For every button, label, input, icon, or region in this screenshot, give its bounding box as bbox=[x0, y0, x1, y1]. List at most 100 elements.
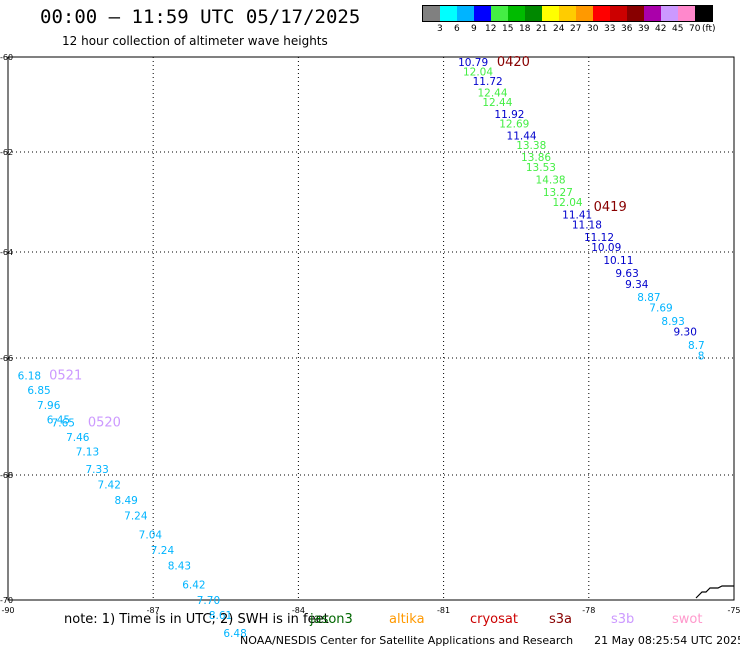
color-swatch bbox=[525, 6, 542, 21]
color-scale-legend: 3 6 9 12 15 18 21 24 27 30 33 36 39 42 45 70 (ft) bbox=[422, 5, 716, 34]
wave-height-value: 8.7 bbox=[688, 340, 705, 352]
mission-label-s3a: s3a bbox=[549, 612, 573, 627]
mission-label-s3b: s3b bbox=[611, 612, 635, 627]
wave-height-value: 11.44 bbox=[507, 130, 537, 142]
color-swatch bbox=[508, 6, 525, 21]
units-note: note: 1) Time is in UTC; 2) SWH is in fe… bbox=[64, 612, 329, 627]
wave-height-value: 7.04 bbox=[139, 529, 163, 541]
y-tick-label: -66 bbox=[0, 354, 13, 363]
wave-height-value: 6.18 bbox=[18, 371, 41, 383]
wave-height-value: 13.53 bbox=[526, 162, 556, 174]
wave-height-value: 8.49 bbox=[114, 495, 137, 507]
color-swatch bbox=[678, 6, 695, 21]
wave-height-value: 7.13 bbox=[76, 447, 99, 459]
color-scale-label: 39 bbox=[638, 24, 650, 34]
wave-height-value: 13.27 bbox=[543, 187, 573, 199]
wave-height-value: 11.18 bbox=[572, 220, 602, 232]
wave-height-value: 11.92 bbox=[494, 109, 524, 121]
wave-height-value: 7.24 bbox=[151, 545, 175, 557]
wave-height-value: 12.04 bbox=[463, 66, 493, 78]
color-swatch bbox=[423, 6, 440, 21]
track-time-label: 0420 bbox=[497, 55, 530, 70]
mission-label-swot: swot bbox=[672, 612, 703, 627]
color-scale-label: 21 bbox=[536, 24, 548, 34]
color-scale-label: 3 bbox=[437, 24, 443, 34]
wave-height-value: 9.63 bbox=[615, 268, 638, 280]
wave-height-value: 8.43 bbox=[168, 561, 191, 573]
color-swatch bbox=[610, 6, 627, 21]
chart-subtitle: 12 hour collection of altimeter wave hei… bbox=[62, 34, 328, 48]
x-tick-label: -78 bbox=[582, 606, 595, 615]
color-scale-swatches bbox=[422, 5, 713, 22]
color-scale-labels: 3 6 9 12 15 18 21 24 27 30 33 36 39 42 45 70 (ft) bbox=[422, 22, 716, 34]
plot-frame bbox=[7, 56, 735, 601]
wave-height-value: 7.65 bbox=[52, 417, 75, 429]
color-swatch bbox=[440, 6, 457, 21]
footer-credit: NOAA/NESDIS Center for Satellite Applica… bbox=[240, 634, 740, 647]
color-scale-label: 33 bbox=[604, 24, 616, 34]
wave-height-value: 7.46 bbox=[66, 432, 90, 444]
wave-height-value: 10.11 bbox=[603, 255, 633, 267]
wave-height-value: 11.12 bbox=[584, 232, 614, 244]
chart-title: 00:00 – 11:59 UTC 05/17/2025 bbox=[40, 6, 361, 28]
color-scale-label: 9 bbox=[471, 24, 477, 34]
wave-height-value: 9.34 bbox=[625, 279, 649, 291]
wave-height-value: 12.69 bbox=[499, 119, 529, 131]
y-tick-label: -60 bbox=[0, 53, 13, 62]
wave-height-value: 7.24 bbox=[124, 511, 148, 523]
wave-height-value: 11.41 bbox=[562, 210, 592, 222]
y-tick-label: -62 bbox=[0, 148, 13, 157]
x-tick-label: -90 bbox=[1, 606, 14, 615]
wave-height-value: 12.04 bbox=[553, 197, 583, 209]
wave-height-value: 12.44 bbox=[482, 97, 512, 109]
wave-height-value: 9.30 bbox=[674, 327, 697, 339]
mission-label-altika: altika bbox=[389, 612, 425, 627]
wave-height-value: 8 bbox=[698, 350, 705, 362]
wave-height-value: 6.48 bbox=[223, 628, 246, 640]
mission-label-cryosat: cryosat bbox=[470, 612, 518, 627]
color-scale-unit: (ft) bbox=[702, 24, 716, 34]
wave-height-value: 11.72 bbox=[473, 76, 503, 88]
y-tick-label: -64 bbox=[0, 248, 13, 257]
color-swatch bbox=[474, 6, 491, 21]
y-tick-label: -70 bbox=[0, 596, 13, 605]
color-swatch bbox=[695, 6, 712, 21]
color-scale-label: 12 bbox=[485, 24, 497, 34]
color-scale-label: 6 bbox=[454, 24, 460, 34]
wave-height-value: 8.61 bbox=[209, 610, 232, 622]
color-scale-label: 30 bbox=[587, 24, 599, 34]
color-scale-label: 70 bbox=[689, 24, 701, 34]
x-tick-label: -87 bbox=[147, 606, 160, 615]
color-scale-label: 45 bbox=[672, 24, 684, 34]
wave-height-value: 6.85 bbox=[27, 385, 50, 397]
wave-height-value: 10.09 bbox=[591, 242, 621, 254]
color-scale-label: 24 bbox=[553, 24, 565, 34]
color-scale-label: 42 bbox=[655, 24, 667, 34]
wave-height-value: 12.44 bbox=[477, 88, 507, 100]
track-time-label: 0521 bbox=[49, 369, 82, 384]
wave-height-value: 7.42 bbox=[98, 479, 121, 491]
color-scale-label: 18 bbox=[519, 24, 531, 34]
color-swatch bbox=[661, 6, 678, 21]
color-scale-label: 15 bbox=[502, 24, 514, 34]
wave-height-value: 6.45 bbox=[47, 414, 70, 426]
x-tick-label: -84 bbox=[292, 606, 305, 615]
color-swatch bbox=[593, 6, 610, 21]
wave-height-value: 8.87 bbox=[637, 292, 660, 304]
wave-height-value: 8.93 bbox=[661, 316, 684, 328]
y-tick-label: -68 bbox=[0, 471, 13, 480]
mission-label-jason3: jason3 bbox=[310, 612, 353, 627]
wave-height-value: 7.69 bbox=[649, 303, 672, 315]
coastline bbox=[695, 585, 734, 599]
wave-height-value: 13.38 bbox=[516, 140, 546, 152]
credit-text: NOAA/NESDIS Center for Satellite Applica… bbox=[240, 634, 574, 647]
wave-height-value: 13.86 bbox=[521, 152, 551, 164]
x-tick-label: -81 bbox=[437, 606, 450, 615]
wave-height-value: 7.70 bbox=[197, 595, 220, 607]
color-swatch bbox=[627, 6, 644, 21]
wave-height-value: 14.38 bbox=[536, 175, 566, 187]
color-swatch bbox=[559, 6, 576, 21]
x-tick-label: -75 bbox=[727, 606, 740, 615]
wave-height-value: 7.96 bbox=[37, 400, 61, 412]
